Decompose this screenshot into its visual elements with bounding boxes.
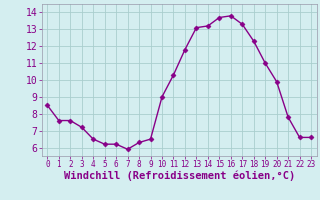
X-axis label: Windchill (Refroidissement éolien,°C): Windchill (Refroidissement éolien,°C)	[64, 171, 295, 181]
